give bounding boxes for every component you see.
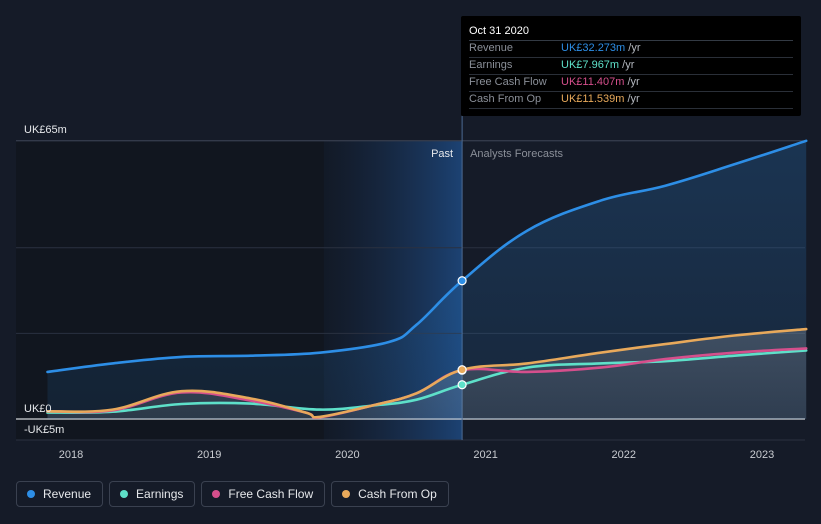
legend-label: Cash From Op	[358, 487, 437, 501]
marker-revenue	[457, 276, 467, 286]
legend-item-revenue[interactable]: Revenue	[16, 481, 104, 507]
legend-dot-icon	[212, 490, 221, 498]
tooltip-date: Oct 31 2020	[469, 25, 529, 37]
tooltip-value-revenue: UK£32.273m	[561, 42, 626, 54]
tooltip-unit: /yr	[622, 59, 635, 71]
legend-item-cash-from-op[interactable]: Cash From Op	[331, 481, 449, 507]
x-tick-label: 2019	[197, 449, 221, 461]
tooltip-row-free-cash-flow: Free Cash Flow UK£11.407m /yr	[469, 74, 793, 92]
tooltip-value: UK£32.273m /yr	[561, 42, 641, 54]
tooltip-value-free-cash-flow: UK£11.407m	[561, 76, 625, 88]
legend-dot-icon	[27, 490, 35, 498]
legend-label: Free Cash Flow	[228, 487, 314, 501]
tooltip-label: Revenue	[469, 42, 514, 54]
tooltip-unit: /yr	[627, 93, 640, 105]
tooltip-row-earnings: Earnings UK£7.967m /yr	[469, 57, 793, 75]
series-line-cash-from-op	[46, 327, 808, 419]
legend-dot-icon	[120, 490, 129, 498]
tooltip-label: Free Cash Flow	[469, 76, 547, 88]
legend-item-earnings[interactable]: Earnings	[109, 481, 196, 507]
tooltip-divider	[469, 40, 793, 41]
tooltip-value: UK£7.967m /yr	[561, 59, 634, 71]
tooltip-value: UK£11.407m /yr	[561, 76, 640, 88]
x-tick-label: 2021	[473, 449, 497, 461]
series-line-revenue	[46, 139, 808, 374]
tooltip-label: Cash From Op	[469, 93, 542, 105]
series-line-earnings	[46, 349, 808, 414]
tooltip: Oct 31 2020 Revenue UK£32.273m /yr Earni…	[461, 16, 801, 116]
x-tick-label: 2018	[59, 449, 83, 461]
x-tick-label: 2023	[750, 449, 774, 461]
tooltip-unit: /yr	[627, 76, 640, 88]
legend-label: Earnings	[136, 487, 184, 501]
legend-label: Revenue	[43, 487, 92, 501]
tooltip-value: UK£11.539m /yr	[561, 93, 640, 105]
legend: Revenue Earnings Free Cash Flow Cash Fro…	[16, 481, 449, 509]
tooltip-label: Earnings	[469, 59, 513, 71]
tooltip-unit: /yr	[628, 42, 641, 54]
y-tick-label: -UK£5m	[24, 424, 64, 436]
tooltip-row-cash-from-op: Cash From Op UK£11.539m /yr	[469, 91, 793, 109]
tooltip-row-revenue: Revenue UK£32.273m /yr	[469, 40, 793, 58]
marker-earnings	[457, 380, 467, 390]
x-tick-label: 2022	[612, 449, 636, 461]
past-label: Past	[431, 148, 453, 160]
legend-item-free-cash-flow[interactable]: Free Cash Flow	[201, 481, 326, 507]
marker-cash-from-op	[457, 365, 467, 375]
y-tick-label: UK£0	[24, 403, 52, 415]
forecast-label: Analysts Forecasts	[470, 148, 563, 160]
tooltip-value-earnings: UK£7.967m	[561, 59, 620, 71]
legend-dot-icon	[342, 490, 351, 498]
tooltip-value-cash-from-op: UK£11.539m	[561, 93, 625, 105]
y-tick-label: UK£65m	[24, 124, 67, 136]
x-tick-label: 2020	[335, 449, 359, 461]
